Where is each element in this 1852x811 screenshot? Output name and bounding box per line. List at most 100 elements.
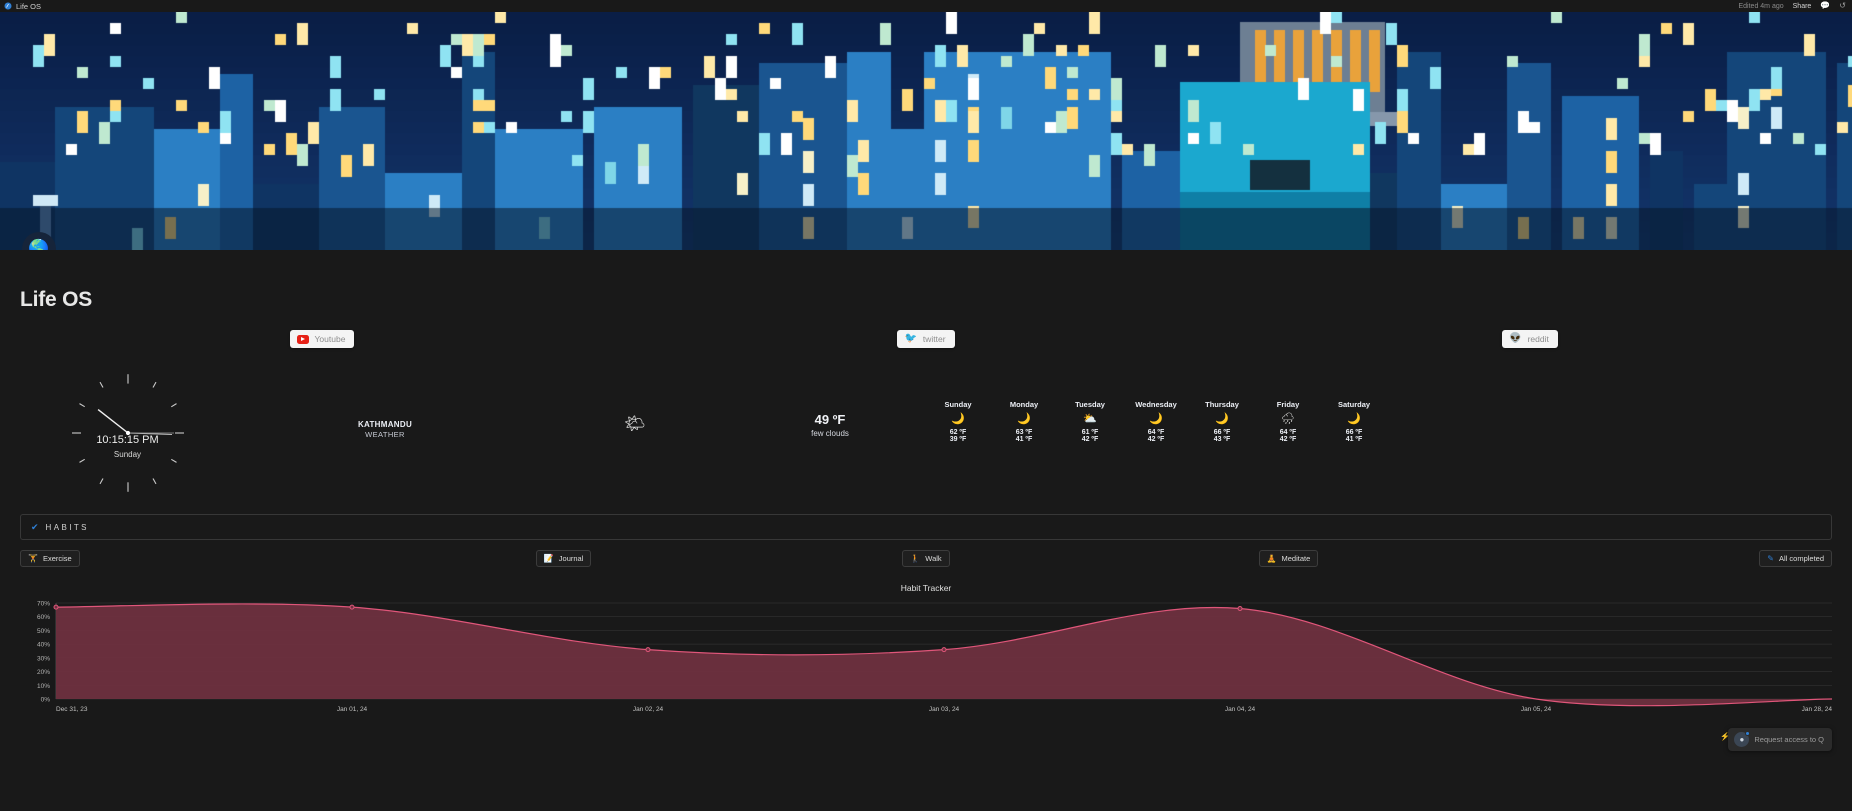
chart-plot-area: 0% 10% 20% 30% 40% 50% 60% 70% Dec 31, 23 Jan 01,… — [20, 597, 1832, 719]
forecast-day-name: Monday — [1009, 400, 1039, 409]
habit-cell: 🏋 Exercise — [20, 550, 382, 567]
youtube-link-chip[interactable]: Youtube — [289, 330, 355, 348]
svg-text:Jan 02, 24: Jan 02, 24 — [633, 706, 664, 713]
page-title: Life OS — [20, 288, 93, 311]
widgets-row: 10:15:15 PM Sunday KATHMANDU WEATHER 🌤 4… — [20, 370, 1832, 496]
svg-text:30%: 30% — [37, 655, 50, 662]
svg-text:50%: 50% — [37, 628, 50, 635]
topbar-title[interactable]: Life OS — [16, 1, 42, 11]
share-button[interactable]: Share — [1792, 2, 1812, 10]
clock-day-text: Sunday — [113, 450, 142, 459]
forecast-high-temp: 64 ºF — [1147, 429, 1165, 436]
forecast-low-temp: 43 ºF — [1213, 436, 1231, 443]
svg-text:Jan 04, 24: Jan 04, 24 — [1225, 706, 1256, 713]
forecast-high-temp: 64 ºF — [1279, 429, 1297, 436]
habit-button-label: Meditate — [1281, 554, 1311, 563]
comment-icon[interactable]: 💬 — [1820, 1, 1831, 10]
svg-text:Jan 01, 24: Jan 01, 24 — [337, 706, 368, 713]
page-content: Life OS Youtube 🐦 twitter 👽 reddit — [0, 288, 1852, 751]
social-links-row: Youtube 🐦 twitter 👽 reddit — [20, 330, 1832, 348]
rain-cloud-icon: 🌧 — [1281, 413, 1295, 425]
habit-button-meditate[interactable]: 🧘 Meditate — [1258, 550, 1319, 567]
request-access-toast[interactable]: ● Request access to Q — [1728, 728, 1832, 751]
youtube-icon — [296, 334, 309, 344]
reddit-link-chip[interactable]: 👽 reddit — [1502, 330, 1558, 348]
weather-description: few clouds — [811, 429, 849, 438]
forecast-high-temp: 63 ºF — [1015, 429, 1033, 436]
svg-text:60%: 60% — [37, 614, 50, 621]
social-col-youtube: Youtube — [20, 330, 624, 348]
user-avatar-icon: ● — [1734, 731, 1751, 747]
crescent-moon-icon: 🌙 — [1149, 413, 1163, 425]
reddit-alien-icon: 👽 — [1509, 333, 1522, 344]
clock-hour-hand — [97, 409, 128, 434]
clock-face — [71, 374, 184, 492]
social-col-reddit: 👽 reddit — [1228, 330, 1832, 348]
weather-location-col: KATHMANDU WEATHER — [235, 370, 535, 439]
habit-button-walk[interactable]: 🚶 Walk — [902, 550, 950, 567]
svg-text:Jan 05, 24: Jan 05, 24 — [1521, 706, 1552, 713]
forecast-high-temp: 66 ºF — [1345, 429, 1363, 436]
weather-icon-col: 🌤 — [535, 370, 735, 432]
forecast-day-name: Wednesday — [1135, 400, 1177, 409]
walking-icon: 🚶 — [910, 553, 921, 563]
weather-current-temp: 49 ºF — [814, 412, 846, 427]
forecast-day: Saturday 🌙 66 ºF 41 ºF — [1321, 400, 1387, 443]
forecast-high-temp: 62 ºF — [949, 429, 967, 436]
chart-svg: 0% 10% 20% 30% 40% 50% 60% 70% Dec 31, 23 Jan 01,… — [37, 601, 1832, 713]
youtube-label: Youtube — [314, 334, 346, 344]
notion-page-icon — [4, 2, 12, 10]
forecast-day: Friday 🌧 64 ºF 42 ºF — [1255, 400, 1321, 443]
crescent-moon-icon: 🌙 — [1215, 413, 1229, 425]
forecast-low-temp: 41 ºF — [1345, 436, 1363, 443]
svg-text:Jan 28, 24: Jan 28, 24 — [1802, 706, 1832, 713]
forecast-day: Sunday 🌙 62 ºF 39 ºF — [925, 400, 991, 443]
crescent-moon-icon: 🌙 — [1017, 413, 1031, 425]
weather-sub-label: WEATHER — [365, 430, 405, 439]
request-access-label: Request access to Q — [1754, 735, 1824, 744]
habit-cell: ✎ All completed — [1470, 550, 1833, 567]
forecast-day: Monday 🌙 63 ºF 41 ºF — [991, 400, 1057, 443]
svg-text:Jan 03, 24: Jan 03, 24 — [929, 706, 960, 713]
lightning-bolt-icon: ⚡ — [1720, 732, 1731, 741]
forecast-day: Tuesday ⛅ 61 ºF 42 ºF — [1057, 400, 1123, 443]
habit-button-journal[interactable]: 📝 Journal — [535, 550, 592, 567]
clock-center-dot — [125, 430, 130, 436]
habit-button-exercise[interactable]: 🏋 Exercise — [20, 550, 80, 567]
habits-section-header[interactable]: ✔ HABITS — [20, 514, 1832, 540]
habit-button-all-completed[interactable]: ✎ All completed — [1759, 550, 1833, 567]
svg-text:70%: 70% — [37, 601, 50, 608]
svg-text:20%: 20% — [37, 669, 50, 676]
clock-history-icon[interactable]: ↺ — [1839, 1, 1846, 10]
twitter-link-chip[interactable]: 🐦 twitter — [897, 330, 955, 348]
habit-button-label: All completed — [1779, 554, 1825, 563]
page-emoji-icon[interactable]: 🌎 — [22, 232, 56, 250]
edit-square-icon: ✎ — [1767, 553, 1774, 563]
forecast-high-temp: 61 ºF — [1081, 429, 1099, 436]
habit-button-label: Journal — [558, 554, 584, 563]
forecast-day: Thursday 🌙 66 ºF 43 ºF — [1189, 400, 1255, 443]
forecast-high-temp: 66 ºF — [1213, 429, 1231, 436]
twitter-label: twitter — [922, 334, 946, 344]
habit-buttons-row: 🏋 Exercise 📝 Journal 🚶 Walk 🧘 Meditate ✎ All comp… — [20, 550, 1833, 567]
weather-temp-col: 49 ºF few clouds — [735, 370, 925, 438]
sun-behind-cloud-icon: ⛅ — [1083, 413, 1097, 425]
habit-tracker-chart: Habit Tracker 0% 10% 20% 30% 40% 50% 60% 70% Dec… — [20, 583, 1832, 751]
forecast-low-temp: 42 ºF — [1279, 436, 1297, 443]
analog-clock-widget: 10:15:15 PM Sunday — [62, 370, 194, 496]
weather-temp-block: 49 ºF few clouds — [811, 412, 849, 438]
crescent-moon-icon: 🌙 — [951, 413, 965, 425]
forecast-day-name: Thursday — [1205, 400, 1239, 409]
topbar-left-group: Life OS — [0, 2, 41, 11]
svg-text:0%: 0% — [41, 697, 51, 704]
blue-check-circle-icon: ✔ — [31, 521, 39, 532]
sun-behind-cloud-icon: 🌤 — [624, 414, 646, 433]
page-cover-image: 🌎 — [0, 12, 1852, 250]
habit-cell: 📝 Journal — [382, 550, 744, 567]
meditate-icon: 🧘 — [1266, 553, 1277, 563]
dumbbell-icon: 🏋 — [28, 553, 38, 563]
weather-city: KATHMANDU — [357, 420, 413, 429]
habits-section-label: HABITS — [45, 522, 89, 532]
svg-text:40%: 40% — [37, 642, 50, 649]
crescent-moon-icon: 🌙 — [1347, 413, 1361, 425]
